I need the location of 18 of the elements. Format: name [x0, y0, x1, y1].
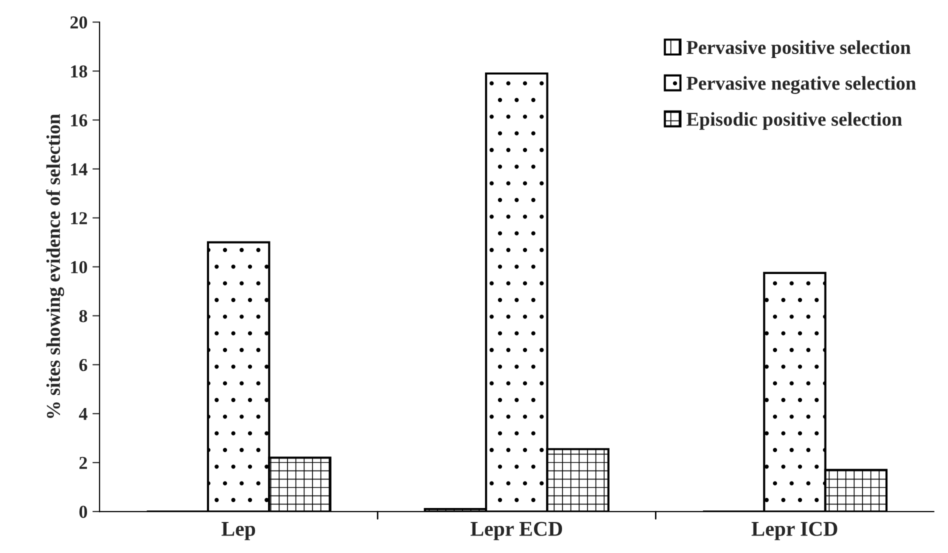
y-tick-label: 6	[79, 359, 88, 372]
y-tick-label: 14	[71, 163, 88, 176]
y-tick-label: 4	[78, 408, 88, 420]
x-tick-label: Lepr ICD	[752, 522, 838, 540]
legend-label: Pervasive negative selection	[686, 76, 916, 94]
y-tick-label: 2	[79, 456, 87, 469]
y-axis-title: % sites showing evidence of selection	[46, 114, 64, 418]
y-tick-label: 16	[71, 114, 88, 126]
legend-label: Episodic positive selection	[686, 112, 902, 130]
y-tick-label: 12	[71, 212, 87, 224]
x-tick-label: Lep	[222, 522, 256, 540]
legend-label: Pervasive positive selection	[686, 40, 911, 58]
y-tick-label: 8	[79, 310, 88, 322]
y-tick-label: 0	[79, 506, 88, 518]
y-tick-label: 20	[70, 16, 88, 29]
x-tick-label: Lepr ECD	[470, 522, 562, 540]
y-tick-label: 10	[71, 261, 88, 274]
y-tick-label: 18	[71, 65, 88, 78]
